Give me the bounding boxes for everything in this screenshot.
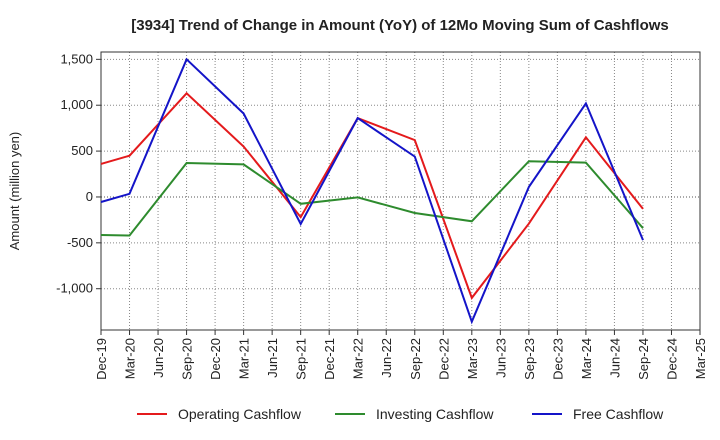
x-tick-label: Jun-20 <box>151 338 166 378</box>
x-tick-label: Dec-19 <box>94 338 109 380</box>
x-tick-label: Dec-20 <box>208 338 223 380</box>
y-tick-label: 500 <box>71 143 93 158</box>
y-axis: 1,500 1,000 500 0 -500 -1,000 <box>56 51 101 296</box>
x-tick-label: Sep-23 <box>522 338 537 380</box>
x-tick-label: Jun-21 <box>265 338 280 378</box>
x-axis: Dec-19 Mar-20 Jun-20 Sep-20 Dec-20 Mar-21 Jun-… <box>94 330 708 380</box>
x-tick-label: Jun-22 <box>379 338 394 378</box>
x-tick-label: Jun-23 <box>493 338 508 378</box>
y-tick-label: 1,000 <box>60 97 93 112</box>
y-axis-label: Amount (million yen) <box>7 132 22 251</box>
x-tick-label: Mar-25 <box>693 338 708 379</box>
x-tick-label: Sep-22 <box>408 338 423 380</box>
plot-frame <box>100 51 701 331</box>
x-tick-label: Mar-20 <box>123 338 138 379</box>
x-tick-label: Dec-24 <box>664 338 679 380</box>
x-tick-label: Dec-22 <box>436 338 451 380</box>
y-tick-label: -1,000 <box>56 281 93 296</box>
x-tick-label: Sep-20 <box>180 338 195 380</box>
x-tick-label: Mar-24 <box>579 338 594 379</box>
legend: Operating Cashflow Investing Cashflow Free… <box>137 406 664 422</box>
free-cashflow-line <box>100 57 644 325</box>
x-tick-label: Mar-21 <box>237 338 252 379</box>
x-tick-label: Jun-24 <box>607 338 622 378</box>
investing-cashflow-legend-label: Investing Cashflow <box>376 406 494 422</box>
y-tick-label: 0 <box>86 189 93 204</box>
free-cashflow-legend-label: Free Cashflow <box>573 406 664 422</box>
x-tick-label: Sep-21 <box>294 338 309 380</box>
x-tick-label: Dec-23 <box>550 338 565 380</box>
operating-cashflow-legend-label: Operating Cashflow <box>178 406 302 422</box>
x-tick-label: Mar-23 <box>465 338 480 379</box>
y-tick-label: 1,500 <box>60 51 93 66</box>
x-tick-label: Dec-21 <box>322 338 337 380</box>
x-tick-label: Sep-24 <box>636 338 651 380</box>
investing-cashflow-line <box>100 160 644 237</box>
series-group <box>100 57 644 325</box>
x-tick-label: Mar-22 <box>351 338 366 379</box>
operating-cashflow-line <box>100 91 644 300</box>
grid-lines <box>100 52 701 330</box>
y-tick-label: -500 <box>67 235 93 250</box>
chart-title: [3934] Trend of Change in Amount (YoY) o… <box>131 17 669 34</box>
